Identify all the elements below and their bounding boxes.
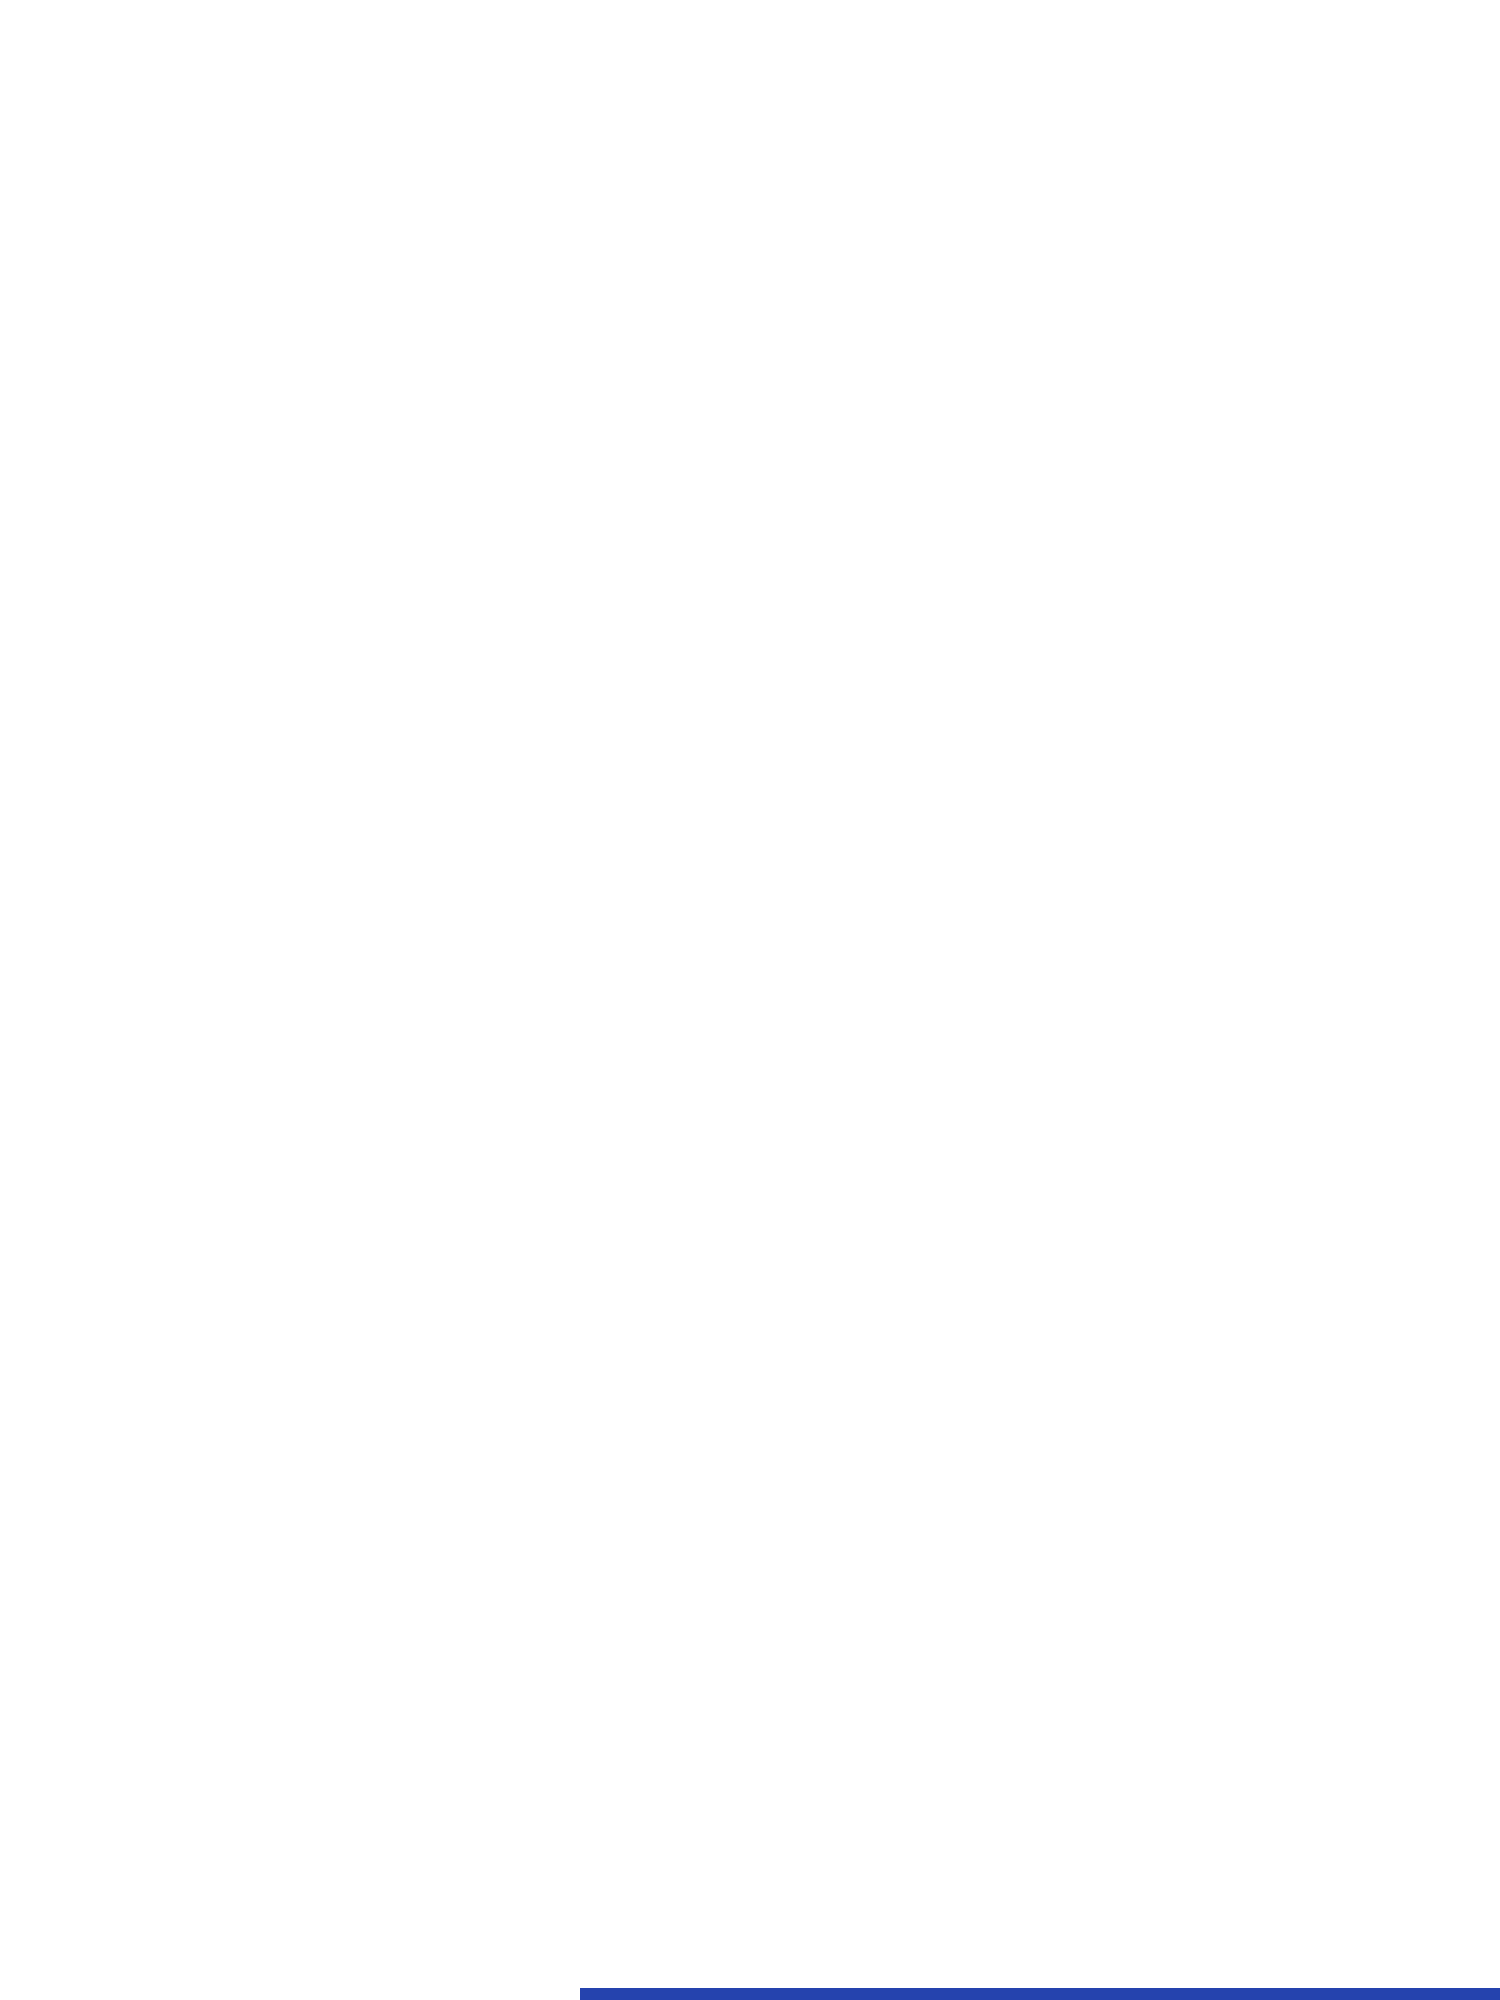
- rent-price-chart: [735, 185, 1480, 555]
- apartment-area-chart: [25, 1555, 1475, 1950]
- apartments-count-chart: [30, 185, 765, 555]
- footer-strip: [580, 1988, 1500, 2000]
- ukraine-map: [120, 1048, 1180, 1532]
